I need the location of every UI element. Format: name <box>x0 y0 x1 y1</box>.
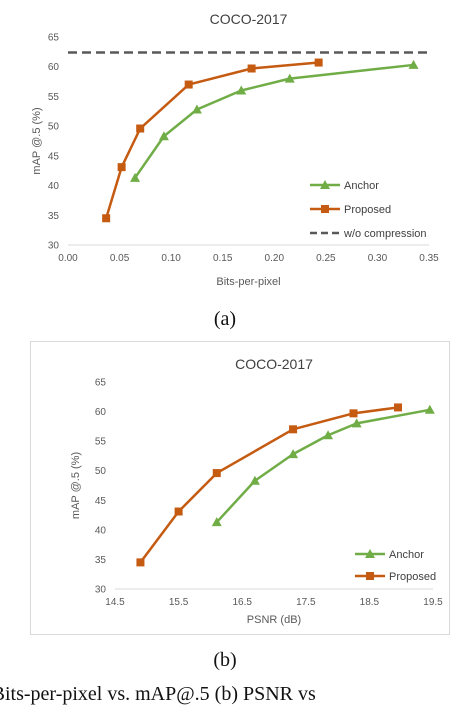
x-tick-label: 0.05 <box>110 253 130 264</box>
chart-a-svg: COCO-2017 30 35 40 45 50 55 60 65 0.00 0.05 0.10 0.1… <box>31 11 439 288</box>
data-point <box>212 469 221 478</box>
data-point <box>136 124 145 133</box>
x-axis-label: Bits-per-pixel <box>216 276 280 288</box>
chart-title: COCO-2017 <box>235 356 313 372</box>
x-tick-label: 19.5 <box>423 597 443 608</box>
x-tick-label: 17.5 <box>296 597 316 608</box>
x-tick-label: 0.35 <box>419 253 439 264</box>
data-point <box>323 430 334 440</box>
data-point <box>211 517 222 527</box>
legend: Anchor Proposed <box>355 549 436 583</box>
data-point <box>247 64 256 73</box>
y-tick-label: 60 <box>95 407 107 418</box>
y-tick-label: 55 <box>95 437 107 448</box>
series-proposed <box>136 403 403 567</box>
x-tick-label: 15.5 <box>169 597 189 608</box>
data-point <box>117 163 126 172</box>
chart-panel-b: COCO-2017 30 35 40 45 50 55 60 65 14.5 15.5 16.5 17.… <box>30 341 450 635</box>
y-tick-label: 30 <box>48 241 60 252</box>
y-tick-label: 50 <box>95 466 107 477</box>
legend-marker <box>320 180 330 189</box>
data-point <box>184 80 193 89</box>
y-tick-label: 55 <box>48 92 60 103</box>
data-point <box>424 404 435 414</box>
data-point <box>102 214 111 223</box>
x-tick-label: 0.10 <box>161 253 181 264</box>
series-line <box>215 408 431 524</box>
y-tick-label: 35 <box>48 211 60 222</box>
series-line <box>104 61 319 219</box>
y-tick-label: 35 <box>95 555 107 566</box>
legend-label: w/o compression <box>343 228 427 240</box>
y-axis-label: mAP @.5 (%) <box>31 107 43 174</box>
data-point <box>136 558 145 567</box>
caption-b: (b) <box>213 649 237 671</box>
data-point <box>289 425 298 434</box>
figure-caption: ) Bits-per-pixel vs. mAP@.5 (b) PSNR vs <box>0 683 316 705</box>
data-point <box>394 403 403 412</box>
x-tick-label: 0.30 <box>368 253 388 264</box>
y-tick-label: 40 <box>48 181 60 192</box>
x-tick-label: 0.25 <box>316 253 336 264</box>
series-anchor <box>211 404 435 527</box>
legend-marker <box>365 549 375 558</box>
series-proposed <box>102 58 323 223</box>
y-tick-label: 45 <box>48 151 60 162</box>
chart-panel-a: COCO-2017 30 35 40 45 50 55 60 65 0.00 0.05 0.10 0.1… <box>0 2 447 295</box>
data-point <box>174 507 183 516</box>
data-point <box>288 449 299 459</box>
y-axis-label: mAP @.5 (%) <box>70 452 82 519</box>
data-point <box>158 131 169 141</box>
data-point <box>130 172 141 182</box>
legend-label: Anchor <box>389 549 424 561</box>
caption-a: (a) <box>213 308 237 330</box>
legend-label: Proposed <box>389 571 436 583</box>
y-tick-label: 50 <box>48 122 60 133</box>
legend-marker <box>366 572 374 580</box>
y-tick-label: 30 <box>95 585 107 596</box>
data-point <box>408 59 419 69</box>
legend-marker <box>321 205 329 213</box>
x-tick-label: 0.20 <box>265 253 285 264</box>
y-tick-label: 65 <box>48 33 60 44</box>
y-tick-label: 45 <box>95 496 107 507</box>
x-tick-label: 0.00 <box>58 253 78 264</box>
data-point <box>191 104 202 114</box>
data-point <box>349 409 358 418</box>
legend-label: Anchor <box>344 180 379 192</box>
series-anchor <box>130 59 419 182</box>
legend-label: Proposed <box>344 204 391 216</box>
legend: Anchor Proposed w/o compression <box>310 180 427 240</box>
chart-title: COCO-2017 <box>210 11 288 27</box>
data-point <box>314 58 323 67</box>
x-tick-label: 14.5 <box>105 597 125 608</box>
x-tick-label: 16.5 <box>232 597 252 608</box>
x-tick-label: 0.15 <box>213 253 233 264</box>
series-line <box>139 406 399 564</box>
data-point <box>351 418 362 428</box>
x-axis-label: PSNR (dB) <box>247 614 301 626</box>
series-line <box>134 63 414 179</box>
y-tick-label: 60 <box>48 62 60 73</box>
data-point <box>236 85 247 95</box>
data-point <box>249 475 260 485</box>
x-tick-label: 18.5 <box>360 597 380 608</box>
chart-b-svg: COCO-2017 30 35 40 45 50 55 60 65 14.5 15.5 16.5 17.… <box>70 356 443 626</box>
data-point <box>284 73 295 83</box>
y-tick-label: 65 <box>95 378 107 389</box>
y-tick-label: 40 <box>95 525 107 536</box>
